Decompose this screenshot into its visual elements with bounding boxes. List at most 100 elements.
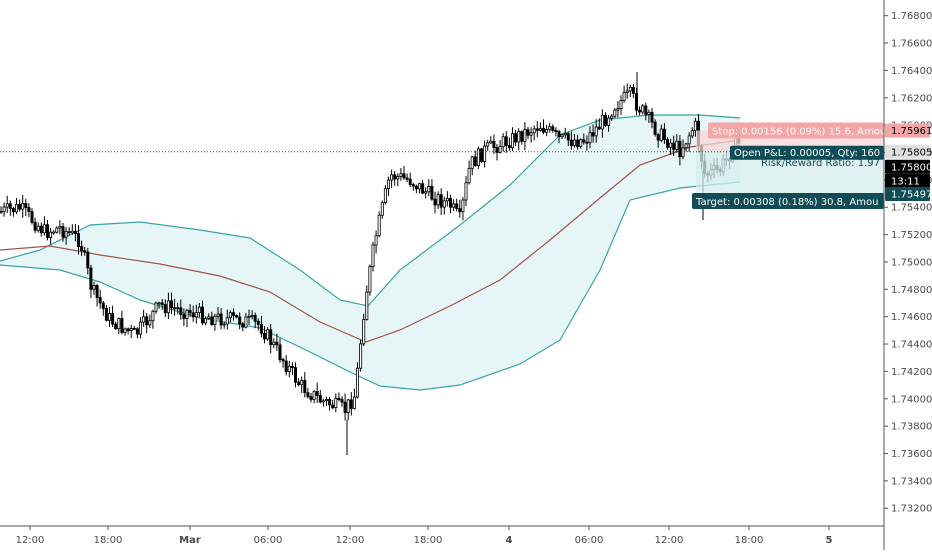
candle-body — [67, 231, 71, 234]
countdown-tag[interactable]: 13:11 — [885, 173, 930, 188]
candle-body — [188, 309, 192, 314]
candle-body — [160, 302, 164, 305]
stop-label-text: Stop: 0.00156 (0.09%) 15.6, Amou — [712, 126, 886, 137]
basis-line — [0, 139, 741, 343]
candle-body — [269, 329, 273, 346]
candle-body — [176, 307, 180, 310]
candle-body — [331, 404, 335, 409]
candle-body — [18, 204, 22, 210]
price-tick-label: 1.74000 — [891, 394, 932, 405]
target-label-bg — [692, 192, 884, 209]
candle-body — [309, 396, 313, 400]
candle-body — [411, 184, 415, 187]
pnl-label[interactable]: Open P&L: 0.00005, Qty: 160 — [730, 145, 884, 160]
candle-body — [39, 225, 43, 234]
candle-body — [8, 203, 12, 209]
candle-body — [216, 313, 220, 317]
candle-body — [669, 142, 673, 148]
candle-body — [80, 246, 84, 252]
candle-body — [520, 131, 524, 142]
candle-body — [359, 343, 363, 369]
candle-body — [104, 307, 108, 321]
candle-body — [14, 204, 18, 213]
candle-body — [607, 117, 611, 126]
candle-body — [690, 130, 694, 137]
price-tick-label: 1.74600 — [891, 312, 932, 323]
candle-body — [303, 380, 307, 394]
candle-body — [114, 323, 118, 330]
price-tick-label: 1.73800 — [891, 422, 932, 433]
candle-body — [383, 188, 387, 203]
candle-body — [492, 140, 496, 148]
candle-body — [693, 120, 697, 131]
candle-body — [244, 316, 248, 328]
candle-body — [476, 148, 480, 166]
candle-body — [64, 231, 68, 238]
candle-body — [318, 394, 322, 403]
candle-body — [362, 319, 366, 345]
candle-body — [163, 304, 167, 314]
band-fill — [0, 115, 740, 390]
candle-body — [566, 133, 570, 141]
candle-body — [576, 139, 580, 147]
time-tick-label: Mar — [179, 535, 201, 546]
countdown-tag-bg — [885, 173, 930, 188]
candle-body — [507, 145, 511, 149]
pnl-label-text: Open P&L: 0.00005, Qty: 160 — [734, 148, 880, 159]
candle-body — [197, 306, 201, 314]
candle-body — [182, 314, 186, 319]
current-price-tag[interactable]: 1.75800 — [885, 159, 932, 174]
candle-body — [560, 134, 564, 138]
candle-body — [55, 227, 59, 233]
candle-body — [328, 399, 332, 406]
price-tick-label: 1.75200 — [891, 230, 932, 241]
candle-body — [479, 148, 483, 162]
candle-body — [631, 87, 635, 94]
time-tick-label: 5 — [826, 535, 833, 546]
candle-body — [374, 235, 378, 246]
stop-label[interactable]: Stop: 0.00156 (0.09%) 15.6, Amou — [708, 122, 886, 139]
candle-body — [324, 399, 328, 402]
stop-price-tag[interactable]: 1.75961 — [885, 123, 932, 138]
candle-body — [219, 313, 223, 326]
candle-body — [173, 307, 177, 310]
candle-body — [241, 323, 245, 328]
stop-price-tag-bg — [885, 123, 930, 138]
candle-body — [2, 206, 6, 213]
candle-body — [259, 323, 263, 334]
stop-price-tag-text: 1.75961 — [891, 126, 932, 137]
candle-body — [554, 130, 558, 133]
target-price-tag[interactable]: 1.75497 — [885, 186, 932, 201]
candle-body — [597, 126, 601, 130]
price-tick-label: 1.76600 — [891, 39, 932, 50]
candle-body — [439, 194, 443, 208]
candle-body — [464, 182, 468, 201]
price-axis-bg — [884, 0, 932, 550]
target-label-text: Target: 0.00308 (0.18%) 30.8, Amou — [695, 197, 878, 208]
entry-price-tag-text: 1.75805 — [891, 147, 932, 158]
candle-body — [442, 200, 446, 208]
candle-body — [281, 359, 285, 362]
candle-body — [132, 327, 136, 330]
candle-body — [238, 316, 242, 325]
candle-body — [532, 128, 536, 134]
candle-body — [390, 174, 394, 181]
current-price-tag-text: 1.75800 — [891, 162, 932, 173]
candle-body — [213, 315, 217, 326]
candle-body — [551, 126, 555, 131]
candle-body — [138, 321, 142, 335]
candle-body — [569, 139, 573, 146]
candle-body — [582, 139, 586, 143]
candle-body — [340, 399, 344, 403]
candle-body — [529, 132, 533, 136]
candle-body — [157, 302, 161, 305]
candle-body — [33, 221, 37, 231]
position-tool[interactable]: Stop: 0.00156 (0.09%) 15.6, Amou Open P&L… — [0, 122, 886, 209]
target-label[interactable]: Target: 0.00308 (0.18%) 30.8, Amou — [692, 192, 884, 209]
candle-body — [169, 300, 173, 309]
entry-price-tag[interactable]: 1.75805 — [885, 144, 932, 159]
candle-body — [486, 142, 490, 147]
lower-band-line — [0, 181, 741, 391]
